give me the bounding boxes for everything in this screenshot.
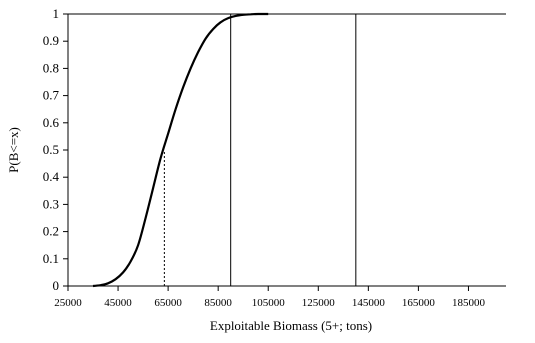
y-axis-title: P(B<=x): [6, 127, 21, 173]
plot-frame: [67, 13, 506, 287]
y-tick-label: 0.6: [43, 115, 60, 130]
x-tick-label: 185000: [452, 297, 486, 309]
x-tick-label: 45000: [104, 297, 132, 309]
x-tick-label: 25000: [54, 297, 82, 309]
x-tick-label: 125000: [302, 297, 336, 309]
y-tick-label: 0.1: [43, 251, 59, 266]
y-axis-ticks: 0 0.1 0.2 0.3 0.4 0.5 0.6 0.7 0.8 0.9 1: [43, 6, 68, 293]
x-axis-ticks: 25000 45000 65000 85000 105000 125000 145000 16…: [54, 286, 485, 309]
y-tick-label: 0.7: [43, 88, 60, 103]
x-tick-label: 145000: [352, 297, 386, 309]
y-tick-label: 0.3: [43, 196, 59, 211]
y-tick-label: 0.2: [43, 224, 59, 239]
y-tick-label: 0.5: [43, 142, 59, 157]
y-tick-label: 0.4: [43, 169, 60, 184]
x-axis-title: Exploitable Biomass (5+; tons): [210, 318, 372, 333]
y-tick-label: 0.8: [43, 60, 59, 75]
y-tick-label: 1: [53, 6, 60, 21]
y-tick-label: 0.9: [43, 33, 59, 48]
x-tick-label: 105000: [252, 297, 286, 309]
x-tick-label: 65000: [154, 297, 182, 309]
y-tick-label: 0: [53, 278, 60, 293]
cdf-curve: [92, 12, 269, 288]
reference-lines: [163, 14, 357, 286]
x-tick-label: 85000: [204, 297, 232, 309]
x-tick-label: 165000: [402, 297, 436, 309]
